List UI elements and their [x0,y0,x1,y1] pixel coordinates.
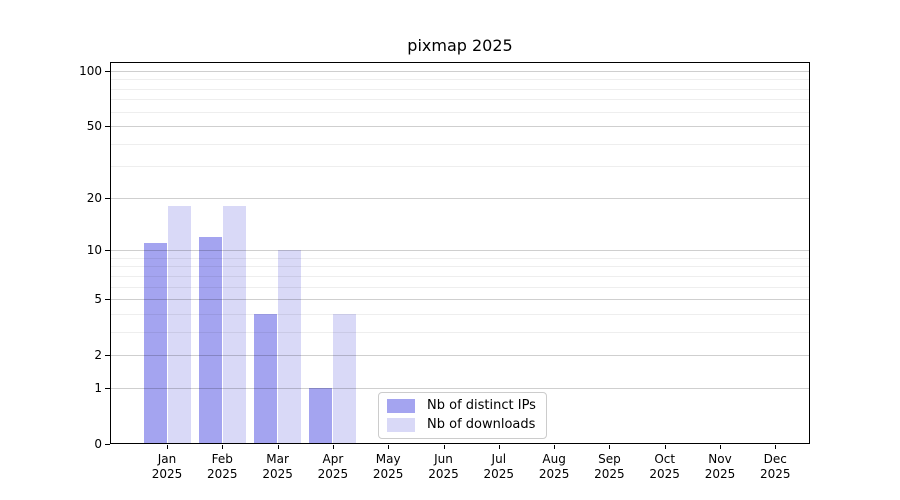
legend-label: Nb of distinct IPs [427,398,536,413]
x-tick-label: Jun 2025 [428,452,459,481]
x-tick-label: May 2025 [372,452,404,481]
y-tick [105,355,110,357]
x-tick [332,445,334,449]
gridline-major [110,299,810,301]
x-tick-label: Sep 2025 [594,452,625,481]
y-tick-label: 2 [94,348,102,363]
gridline-minor [110,166,810,168]
x-tick [664,445,666,449]
x-tick-label: Nov 2025 [704,452,736,481]
gridline-major [110,197,810,199]
gridline-minor [110,88,810,90]
x-tick [775,445,777,449]
grid-layer [110,62,810,444]
x-tick-label: Feb 2025 [207,452,238,481]
x-tick [388,445,390,449]
x-tick [277,445,279,449]
y-tick-label: 10 [86,243,102,258]
y-tick [105,70,110,72]
legend: Nb of distinct IPs Nb of downloads [378,392,547,439]
bar-mar-ips [254,313,278,444]
x-tick-label: Jan 2025 [151,452,183,481]
bar-jan-downloads [167,205,191,444]
x-tick [443,445,445,449]
y-tick [105,299,110,301]
gridline-major [110,70,810,72]
y-tick [105,444,110,445]
gridline-major [110,126,810,128]
gridline-minor [110,111,810,113]
gridline-minor [110,266,810,268]
bar-feb-ips [198,236,222,444]
x-tick-label: Dec 2025 [760,452,791,481]
gridline-minor [110,79,810,81]
x-tick [222,445,224,449]
y-tick [105,387,110,389]
gridline-minor [110,99,810,101]
bars-layer [110,62,810,444]
y-tick-label: 100 [79,63,102,78]
y-tick-label: 1 [94,380,102,395]
x-tick-label: Apr 2025 [317,452,349,481]
x-tick-label: Jul 2025 [483,452,515,481]
x-tick [609,445,611,449]
gridline-major [110,250,810,252]
gridline-minor [110,313,810,315]
gridline-minor [110,275,810,277]
y-tick-label: 20 [86,190,102,205]
y-tick [105,250,110,252]
gridline-major [110,355,810,357]
y-tick-label: 5 [94,292,102,307]
y-tick [105,126,110,128]
x-tick [720,445,721,449]
x-tick [554,445,556,449]
legend-swatch-distinct-ips [387,399,415,413]
chart-title: pixmap 2025 [407,36,513,55]
gridline-minor [110,286,810,288]
gridline-minor [110,331,810,333]
bar-mar-downloads [278,250,302,444]
plot-area [110,62,810,444]
y-tick-label: 0 [94,437,102,451]
x-tick-label: Aug 2025 [538,452,570,481]
gridline-minor [110,257,810,259]
legend-item: Nb of downloads [387,417,536,433]
y-tick-label: 50 [86,119,102,134]
x-tick [167,445,168,449]
bar-jan-ips [143,243,167,444]
x-tick [498,445,500,449]
x-tick-label: Mar 2025 [262,452,293,481]
legend-label: Nb of downloads [427,417,536,432]
gridline-minor [110,143,810,145]
bar-apr-downloads [333,313,357,444]
gridline-major [110,387,810,389]
bar-apr-ips [309,387,333,444]
legend-item: Nb of distinct IPs [387,398,536,414]
y-tick [105,197,110,199]
legend-swatch-downloads [387,418,415,432]
bar-feb-downloads [222,205,246,444]
x-tick-label: Oct 2025 [649,452,680,481]
